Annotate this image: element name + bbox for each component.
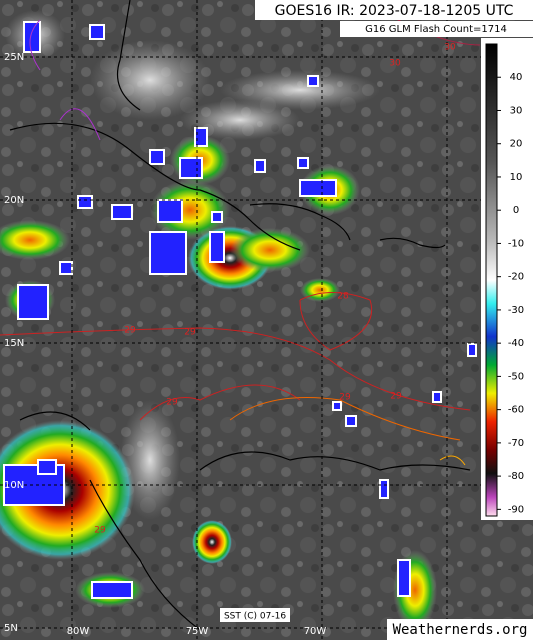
contour-label: 29 (94, 526, 106, 536)
lon-label: 80W (67, 626, 90, 637)
title: GOES16 IR: 2023-07-18-1205 UTC (275, 3, 514, 19)
colorbar-tick-label: -30 (508, 305, 524, 316)
lat-label: 5N (4, 623, 18, 634)
colorbar-tick-label: -90 (508, 504, 524, 515)
lat-label: 25N (4, 52, 24, 63)
credit-box (387, 619, 533, 640)
contour-label: 28 (337, 292, 349, 302)
lat-label: 20N (4, 195, 24, 206)
lightning-flashes (3, 21, 477, 599)
colorbar-tick-label: 10 (510, 172, 523, 183)
contour-label: 29 (124, 326, 136, 336)
subtitle-box (340, 21, 533, 37)
colorbar-tick-label: -70 (508, 438, 524, 449)
colorbar-tick-label: -10 (508, 238, 524, 249)
graticule (0, 0, 481, 640)
credit: Weathernerds.org (393, 622, 528, 638)
sst-label: SST (C) 07-16 (224, 612, 286, 622)
lon-label: 70W (304, 626, 327, 637)
colorbar-tick-label: -40 (508, 338, 524, 349)
colorbar-tick-label: 30 (510, 105, 523, 116)
contour-label: 30 (389, 59, 401, 69)
colorbar-tick-label: -20 (508, 272, 524, 283)
contour-label: 29 (390, 392, 402, 402)
contour-label: 29 (184, 328, 196, 338)
coastlines (9, 0, 471, 631)
title-box (255, 0, 533, 20)
colorbar (485, 43, 498, 517)
colorbar-tick-label: -80 (508, 471, 524, 482)
contour-label: 30 (444, 43, 456, 53)
colorbar-tick-label: 0 (513, 205, 519, 216)
colorbar-tick-label: -60 (508, 405, 524, 416)
lat-label: 10N (4, 480, 24, 491)
colorbar-tick-label: 20 (510, 139, 523, 150)
lat-label: 15N (4, 338, 24, 349)
lon-label: 75W (186, 626, 209, 637)
colorbar-tick-label: -50 (508, 371, 524, 382)
subtitle: G16 GLM Flash Count=1714 (365, 24, 507, 35)
colorbar-tick-label: 40 (510, 72, 523, 83)
contour-label: 29 (166, 398, 178, 408)
sst-box (220, 608, 290, 622)
contour-label: 29 (339, 393, 351, 403)
